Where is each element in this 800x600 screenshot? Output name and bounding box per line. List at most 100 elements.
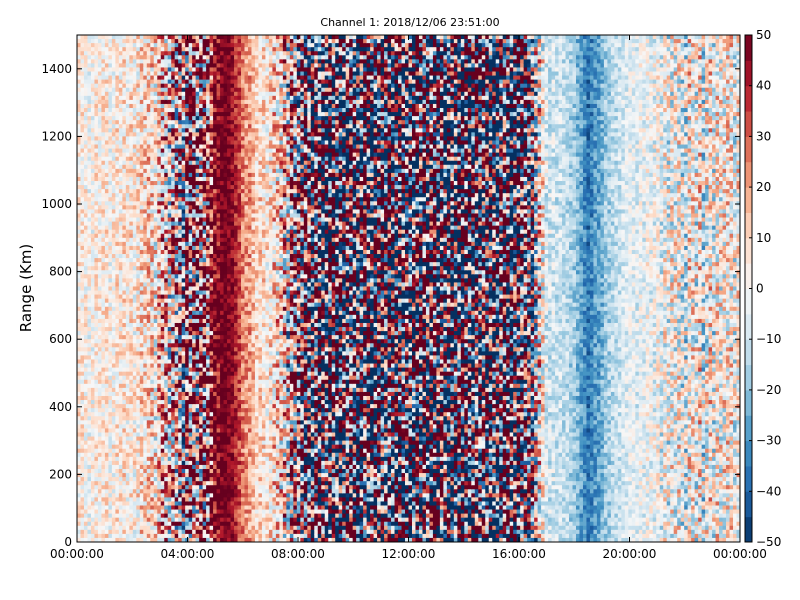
heatmap-cell <box>94 83 99 89</box>
heatmap-cell <box>153 314 158 320</box>
heatmap-cell <box>167 201 172 206</box>
heatmap-cell <box>206 306 211 312</box>
heatmap-cell <box>209 448 214 454</box>
heatmap-cell <box>139 237 144 243</box>
heatmap-cell <box>157 189 162 194</box>
heatmap-cell <box>192 485 197 490</box>
heatmap-cell <box>87 108 92 113</box>
heatmap-cell <box>171 497 176 503</box>
heatmap-cell <box>90 152 96 158</box>
heatmap-cell <box>181 517 186 523</box>
heatmap-cell <box>150 160 155 166</box>
heatmap-cell <box>108 278 113 284</box>
heatmap-cell <box>77 209 82 215</box>
heatmap-cell <box>80 140 85 146</box>
heatmap-cell <box>111 448 116 454</box>
heatmap-cell <box>97 290 103 296</box>
heatmap-cell <box>199 168 204 174</box>
heatmap-cell <box>167 298 172 304</box>
heatmap-cell <box>209 375 214 381</box>
heatmap-cell <box>129 395 134 401</box>
heatmap-cell <box>178 395 183 401</box>
heatmap-cell <box>143 168 148 174</box>
heatmap-cell <box>146 343 151 348</box>
heatmap-cell <box>181 322 186 328</box>
heatmap-cell <box>171 400 176 405</box>
heatmap-cell <box>90 533 96 539</box>
heatmap-cell <box>77 75 82 81</box>
heatmap-cell <box>167 460 172 466</box>
heatmap-cell <box>83 59 89 64</box>
heatmap-cell <box>195 456 200 462</box>
heatmap-cell <box>143 83 148 89</box>
heatmap-cell <box>139 140 144 146</box>
heatmap-cell <box>108 501 113 507</box>
heatmap-cell <box>77 347 82 352</box>
heatmap-cell <box>132 205 137 211</box>
heatmap-cell <box>209 432 214 438</box>
heatmap-cell <box>94 168 99 174</box>
heatmap-cell <box>132 371 137 377</box>
heatmap-cell <box>153 367 158 373</box>
heatmap-cell <box>146 481 151 486</box>
heatmap-cell <box>160 525 165 531</box>
heatmap-cell <box>143 400 148 405</box>
heatmap-cell <box>181 95 186 101</box>
heatmap-cell <box>122 428 127 434</box>
heatmap-cell <box>195 176 200 182</box>
heatmap-cell <box>90 371 96 377</box>
heatmap-cell <box>206 355 211 361</box>
heatmap-cell <box>181 43 186 48</box>
heatmap-cell <box>206 375 211 381</box>
heatmap-cell <box>115 193 120 198</box>
heatmap-cell <box>90 217 96 223</box>
heatmap-cell <box>160 322 165 328</box>
heatmap-cell <box>185 39 190 44</box>
heatmap-cell <box>90 132 96 137</box>
heatmap-cell <box>202 270 207 275</box>
heatmap-cell <box>160 460 165 466</box>
heatmap-cell <box>87 181 92 186</box>
heatmap-cell <box>143 124 148 129</box>
heatmap-cell <box>80 258 85 263</box>
heatmap-cell <box>206 59 211 64</box>
heatmap-cell <box>94 286 99 292</box>
heatmap-cell <box>150 185 155 190</box>
heatmap-cell <box>94 310 99 316</box>
heatmap-cell <box>115 103 120 109</box>
heatmap-cell <box>209 87 214 93</box>
heatmap-cell <box>101 464 106 470</box>
heatmap-cell <box>153 408 158 413</box>
heatmap-cell <box>157 310 162 316</box>
heatmap-cell <box>164 51 169 56</box>
heatmap-cell <box>136 59 141 64</box>
heatmap-cell <box>195 302 200 308</box>
heatmap-cell <box>104 537 110 542</box>
heatmap-cell <box>171 416 176 421</box>
heatmap-cell <box>83 144 89 150</box>
heatmap-cell <box>178 95 183 101</box>
heatmap-cell <box>160 282 165 288</box>
heatmap-cell <box>153 99 158 105</box>
heatmap-cell <box>167 221 172 227</box>
heatmap-cell <box>146 132 151 137</box>
heatmap-cell <box>188 270 193 275</box>
heatmap-cell <box>181 221 186 227</box>
heatmap-cell <box>199 140 204 146</box>
heatmap-cell <box>202 432 207 438</box>
heatmap-cell <box>192 339 197 344</box>
heatmap-cell <box>199 318 204 324</box>
heatmap-cell <box>181 533 186 539</box>
heatmap-cell <box>164 379 169 385</box>
heatmap-cell <box>150 521 155 527</box>
heatmap-cell <box>125 436 130 442</box>
heatmap-cell <box>87 521 92 527</box>
heatmap-cell <box>160 339 165 344</box>
heatmap-cell <box>136 99 141 105</box>
heatmap-cell <box>192 359 197 365</box>
heatmap-cell <box>188 63 193 69</box>
heatmap-cell <box>185 59 190 64</box>
heatmap-cell <box>132 286 137 292</box>
heatmap-cell <box>83 193 89 198</box>
heatmap-cell <box>181 456 186 462</box>
